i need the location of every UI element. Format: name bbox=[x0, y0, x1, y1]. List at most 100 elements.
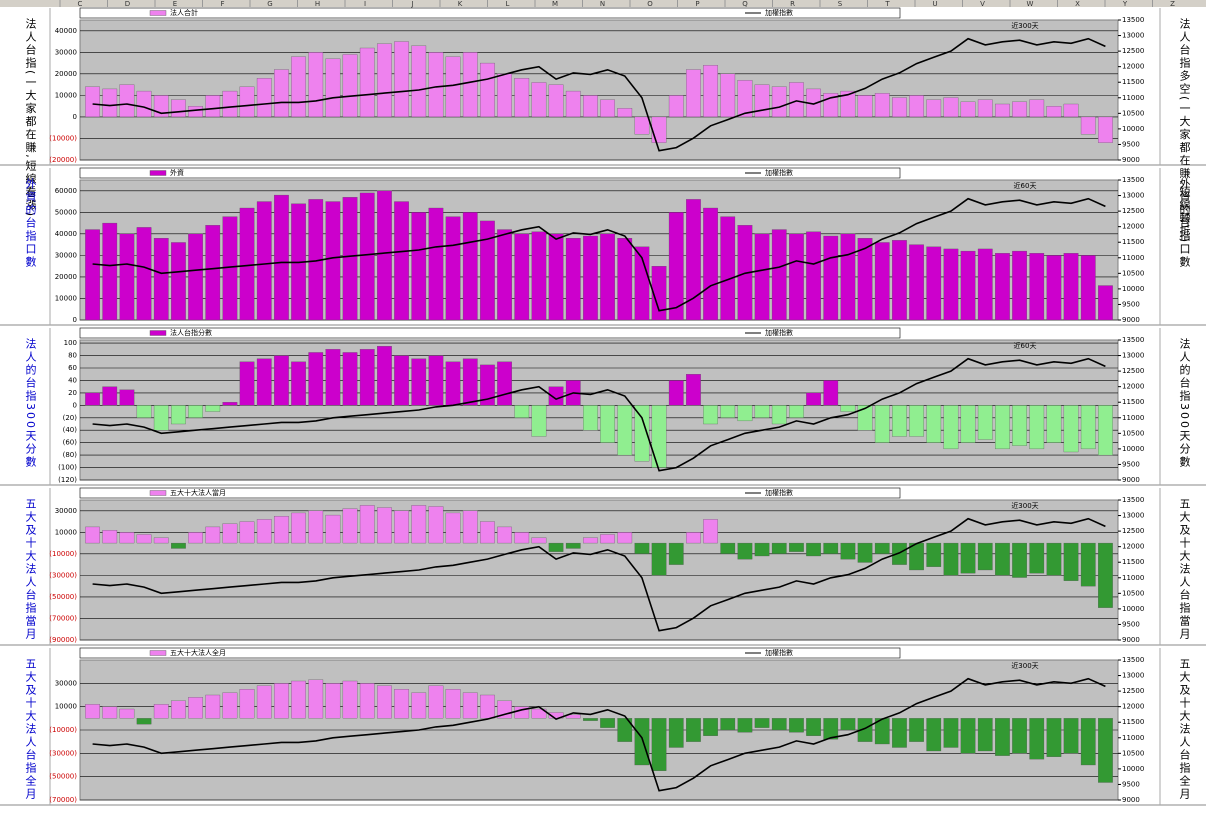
legend-swatch bbox=[149, 490, 167, 496]
bar bbox=[462, 212, 478, 321]
legend-label: 加權指數 bbox=[765, 8, 793, 17]
bar bbox=[445, 216, 461, 321]
bar bbox=[720, 718, 736, 731]
bar bbox=[153, 238, 169, 321]
bar bbox=[823, 380, 839, 406]
bar bbox=[1063, 253, 1079, 321]
bar bbox=[308, 52, 324, 118]
column-letter: Z bbox=[1170, 0, 1175, 8]
bar bbox=[445, 361, 461, 406]
bar bbox=[823, 542, 839, 554]
bar bbox=[617, 718, 633, 742]
y-tick-label: (20) bbox=[63, 414, 78, 422]
left-title: 五大及十大法人台指全月 bbox=[24, 658, 37, 801]
legend-box bbox=[79, 327, 901, 339]
y-tick-label: 80 bbox=[68, 352, 77, 360]
bar bbox=[497, 526, 512, 544]
bar bbox=[909, 718, 924, 742]
bar bbox=[1046, 106, 1062, 118]
bar bbox=[926, 99, 942, 118]
bar bbox=[1046, 255, 1062, 321]
bar bbox=[943, 97, 959, 118]
column-letter: K bbox=[458, 0, 463, 8]
y2-tick-label: 11000 bbox=[1122, 94, 1144, 102]
y2-tick-label: 12000 bbox=[1122, 543, 1144, 551]
y-tick-label: 30000 bbox=[55, 679, 77, 687]
bar bbox=[411, 212, 427, 321]
bar bbox=[634, 542, 650, 554]
bar bbox=[171, 405, 186, 425]
y-tick-label: 20 bbox=[68, 389, 77, 397]
bar bbox=[634, 116, 650, 135]
y-tick-label: 100 bbox=[64, 339, 77, 347]
column-letter: V bbox=[980, 0, 985, 8]
bar bbox=[102, 222, 118, 321]
bar bbox=[771, 229, 787, 321]
right-title: 外資的台指口數 bbox=[1178, 178, 1191, 269]
column-letter: M bbox=[552, 0, 558, 8]
bar bbox=[926, 246, 942, 321]
bar bbox=[85, 392, 100, 406]
bar bbox=[239, 86, 255, 118]
bar bbox=[119, 233, 135, 321]
y2-tick-label: 9000 bbox=[1122, 156, 1140, 164]
y2-tick-label: 11500 bbox=[1122, 718, 1144, 726]
y-tick-label: 40000 bbox=[55, 230, 77, 238]
bar bbox=[1029, 542, 1045, 574]
bar bbox=[960, 542, 976, 574]
bar bbox=[1063, 718, 1079, 754]
y-tick-label: (120) bbox=[58, 476, 77, 484]
bar bbox=[445, 689, 461, 719]
bar bbox=[943, 248, 959, 321]
bar bbox=[960, 405, 976, 443]
column-letter: L bbox=[506, 0, 510, 8]
bar bbox=[1012, 250, 1027, 321]
index-line bbox=[92, 37, 1106, 152]
bar bbox=[1080, 405, 1096, 450]
bar bbox=[119, 389, 135, 406]
bar bbox=[428, 52, 444, 118]
bar bbox=[359, 47, 375, 118]
y2-tick-label: 9000 bbox=[1122, 316, 1140, 324]
bar bbox=[926, 405, 942, 443]
bar bbox=[617, 532, 633, 544]
bar bbox=[359, 505, 375, 544]
y2-tick-label: 9000 bbox=[1122, 636, 1140, 644]
y-tick-label: (10000) bbox=[49, 726, 77, 734]
y-tick-label: 10000 bbox=[55, 528, 77, 536]
y-tick-label: 50000 bbox=[55, 208, 77, 216]
y2-tick-label: 12000 bbox=[1122, 223, 1144, 231]
column-letter: S bbox=[838, 0, 843, 8]
bar bbox=[995, 103, 1010, 118]
column-letter: E bbox=[173, 0, 177, 8]
bar bbox=[720, 405, 736, 418]
bar bbox=[136, 90, 152, 118]
bar bbox=[153, 537, 169, 544]
bar bbox=[119, 532, 135, 544]
legend-label: 加權指數 bbox=[765, 488, 793, 497]
bar bbox=[617, 405, 633, 456]
bar bbox=[325, 514, 341, 544]
y2-tick-label: 12500 bbox=[1122, 527, 1144, 535]
y2-tick-label: 10000 bbox=[1122, 765, 1144, 773]
bar bbox=[428, 506, 444, 544]
bar bbox=[977, 405, 993, 440]
bar bbox=[600, 233, 615, 321]
bar bbox=[497, 73, 512, 118]
bar bbox=[771, 718, 787, 731]
legend-label: 加權指數 bbox=[765, 168, 793, 177]
column-letter: D bbox=[125, 0, 130, 8]
bar bbox=[651, 718, 667, 771]
bar bbox=[1080, 718, 1096, 766]
bar bbox=[771, 542, 787, 554]
bar bbox=[411, 45, 427, 118]
y2-tick-label: 10500 bbox=[1122, 109, 1144, 117]
annotation: 近300天 bbox=[1011, 501, 1038, 510]
bar bbox=[840, 718, 856, 731]
bar bbox=[291, 56, 306, 118]
bar bbox=[531, 82, 547, 118]
y2-tick-label: 9500 bbox=[1122, 620, 1140, 628]
bar bbox=[359, 683, 375, 719]
bar bbox=[686, 532, 701, 544]
bar bbox=[857, 718, 873, 742]
